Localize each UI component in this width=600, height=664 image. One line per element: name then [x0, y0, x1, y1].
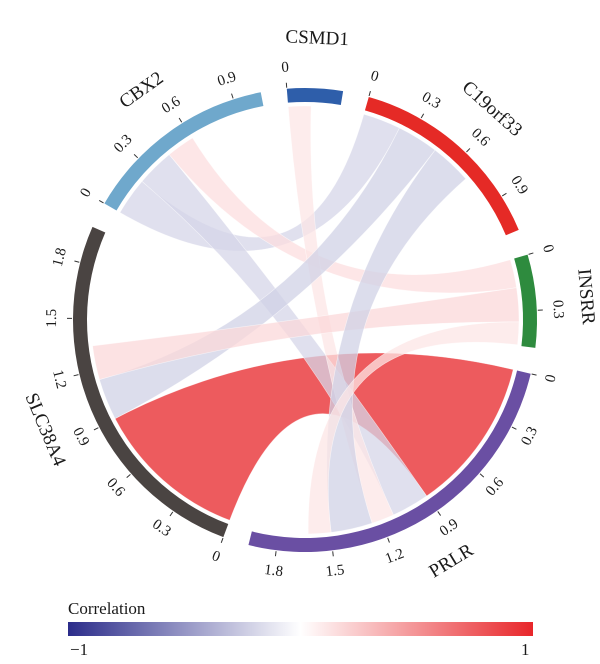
tick-label-prlr-0: 0: [542, 373, 559, 384]
tick-mark-cbx2-2: [178, 117, 183, 123]
legend-gradient-bar: [68, 622, 533, 636]
tick-label-prlr-2: 0.6: [483, 474, 508, 499]
tick-mark-slc38a4-3: [93, 427, 99, 431]
segment-c19orf33: [364, 96, 519, 236]
segment-name-prlr: PRLR: [426, 540, 478, 583]
tick-mark-prlr-6: [274, 551, 277, 557]
tick-label-c19orf33-0: 0: [369, 68, 381, 85]
segment-cbx2: [104, 92, 264, 211]
link-slc38a4-insrr: [92, 287, 520, 380]
segment-prlr: [248, 370, 531, 552]
tick-label-cbx2-3: 0.9: [216, 69, 239, 90]
tick-label-insrr-0: 0: [539, 243, 556, 255]
links-layer: [92, 105, 520, 535]
segment-name-c19orf33: C19orf33: [458, 77, 526, 141]
tick-label-prlr-5: 1.5: [325, 562, 346, 580]
tick-label-csmd1-0: 0: [281, 60, 290, 77]
tick-mark-prlr-2: [479, 473, 485, 478]
tick-mark-cbx2-3: [231, 93, 234, 99]
tick-mark-c19orf33-0: [368, 91, 371, 97]
segment-insrr: [514, 254, 537, 348]
legend-max-label: 1: [521, 640, 530, 659]
tick-label-cbx2-2: 0.6: [159, 93, 184, 117]
legend-min-label: −1: [70, 640, 88, 659]
tick-mark-slc38a4-4: [73, 374, 79, 377]
tick-label-c19orf33-2: 0.6: [468, 125, 493, 150]
tick-mark-slc38a4-2: [126, 473, 131, 479]
tick-mark-prlr-1: [511, 426, 517, 430]
legend-title: Correlation: [68, 599, 146, 618]
link-cbx2-insrr: [168, 137, 517, 294]
tick-label-c19orf33-3: 0.9: [507, 173, 531, 197]
tick-label-c19orf33-1: 0.3: [419, 89, 443, 112]
tick-label-slc38a4-2: 0.6: [103, 475, 128, 500]
tick-label-cbx2-1: 0.3: [111, 132, 136, 157]
tick-label-slc38a4-5: 1.5: [44, 309, 60, 328]
tick-mark-slc38a4-6: [74, 260, 80, 263]
tick-mark-slc38a4-0: [220, 537, 224, 543]
tick-mark-prlr-5: [332, 551, 334, 557]
tick-mark-insrr-0: [528, 252, 534, 255]
segment-slc38a4: [73, 226, 229, 538]
tick-mark-c19orf33-2: [466, 148, 471, 153]
link-prlr-insrr: [307, 321, 520, 535]
tick-label-cbx2-0: 0: [77, 186, 95, 201]
segment-name-slc38a4: SLC38A4: [21, 390, 70, 470]
tick-mark-prlr-0: [531, 373, 537, 376]
tick-mark-cbx2-1: [133, 153, 139, 159]
tick-label-prlr-3: 0.9: [437, 516, 462, 540]
tick-label-slc38a4-3: 0.9: [69, 425, 92, 449]
tick-label-slc38a4-6: 1.8: [50, 246, 70, 268]
tick-mark-slc38a4-1: [169, 511, 174, 517]
segments-layer: [73, 88, 537, 552]
segment-name-insrr: INSRR: [573, 268, 599, 326]
segment-csmd1: [286, 88, 344, 105]
tick-mark-c19orf33-3: [501, 192, 507, 197]
tick-label-slc38a4-0: 0: [210, 548, 223, 566]
tick-mark-c19orf33-1: [420, 113, 425, 119]
tick-mark-cbx2-0: [98, 200, 104, 204]
tick-label-prlr-6: 1.8: [263, 562, 284, 580]
tick-label-prlr-1: 0.3: [518, 424, 541, 448]
tick-label-prlr-4: 1.2: [383, 546, 406, 568]
tick-mark-prlr-4: [387, 537, 390, 543]
segment-name-csmd1: CSMD1: [285, 26, 349, 50]
tick-label-insrr-1: 0.3: [549, 300, 566, 319]
legend: Correlation −1 1: [68, 599, 533, 659]
tick-label-slc38a4-1: 0.3: [149, 516, 174, 540]
tick-label-slc38a4-4: 1.2: [49, 368, 69, 390]
tick-mark-prlr-3: [437, 511, 442, 516]
